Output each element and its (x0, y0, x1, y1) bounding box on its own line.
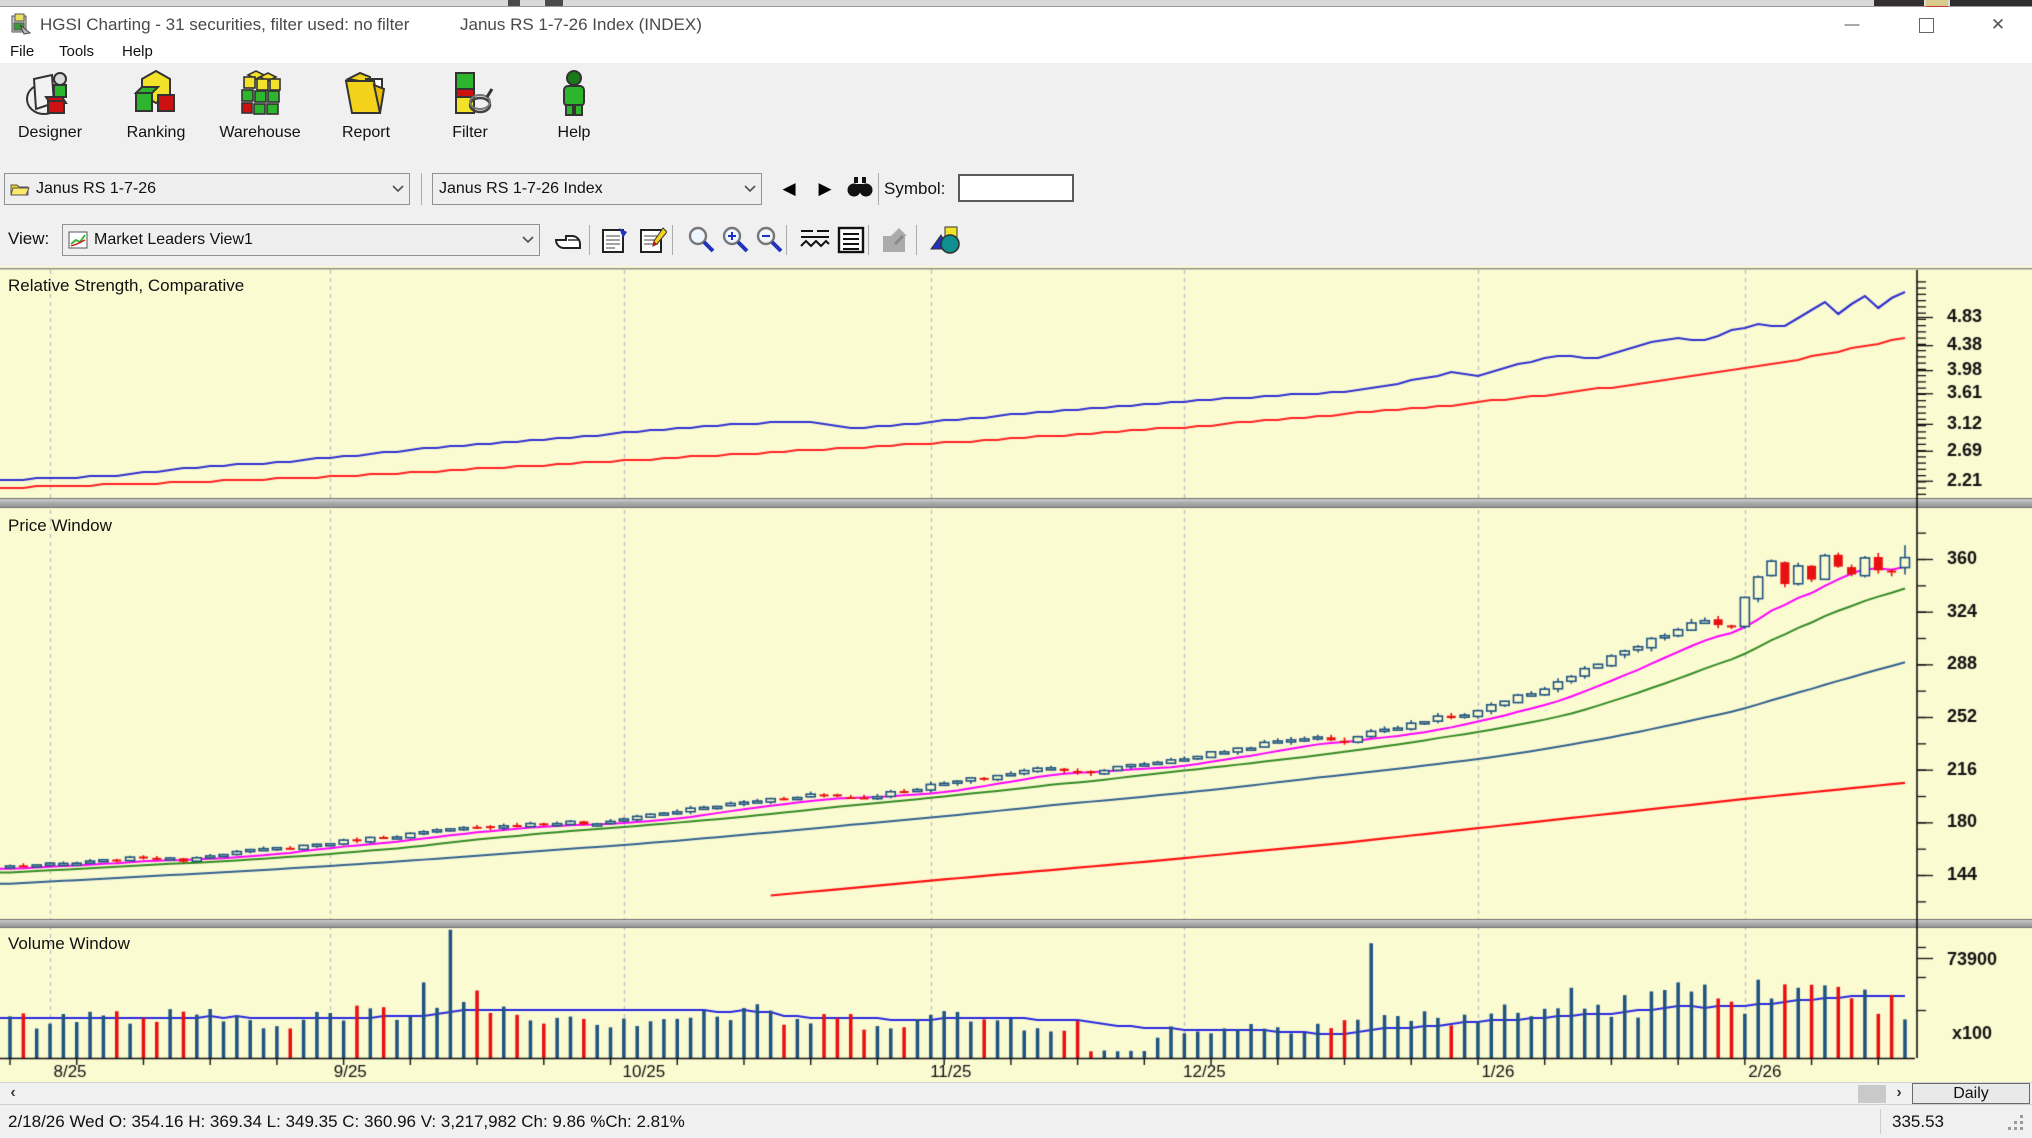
app-title: HGSI Charting - 31 securities, filter us… (40, 15, 410, 34)
ranking-label: Ranking (126, 124, 186, 141)
chart-view-icon (68, 231, 88, 249)
print-chart-button[interactable] (880, 224, 914, 256)
background-fragment (1950, 0, 2032, 6)
background-fragment (508, 0, 520, 6)
shapes-icon (930, 226, 960, 254)
designer-button[interactable]: Designer (2, 69, 98, 161)
menu-help[interactable]: Help (122, 43, 153, 60)
filter-button[interactable]: Filter (422, 69, 518, 161)
symbol-label: Symbol: (884, 179, 946, 198)
filter-label: Filter (452, 124, 488, 141)
divider (421, 173, 422, 205)
divider (1880, 1109, 1881, 1134)
divider (786, 225, 787, 255)
apply-view-button[interactable] (552, 224, 586, 256)
filter-icon (455, 72, 494, 114)
maximize-button[interactable] (1906, 13, 1946, 37)
resize-grip[interactable] (2008, 1115, 2026, 1133)
title-bar: HGSI Charting - 31 securities, filter us… (0, 7, 2032, 40)
drawing-tools-button[interactable] (928, 224, 962, 256)
form-chart-icon (602, 228, 627, 253)
minimize-button[interactable]: — (1844, 16, 1860, 33)
folder-icon (10, 184, 30, 196)
help-icon (563, 70, 585, 116)
print-chart-icon (883, 228, 907, 252)
security-combo[interactable]: Janus RS 1-7-26 Index (432, 173, 762, 205)
ranking-icon (133, 69, 175, 112)
zoom-out-button[interactable] (752, 224, 786, 256)
menu-file[interactable]: File (10, 43, 35, 60)
background-fragment (1874, 0, 1924, 6)
background-window-sliver (0, 0, 2032, 8)
view-toolbar-row: View: Market Leaders View1 (0, 215, 2032, 267)
menu-bar: File Tools Help (0, 40, 2032, 64)
data-table-button[interactable] (834, 224, 868, 256)
scroll-right-arrow[interactable]: › (1896, 1084, 1902, 1101)
designer-icon (26, 72, 68, 115)
chart-attributes-button[interactable] (598, 224, 632, 256)
view-combo[interactable]: Market Leaders View1 (62, 224, 540, 256)
pointing-hand-icon (554, 235, 581, 249)
form-pencil-icon (640, 227, 667, 253)
background-fragment (545, 0, 563, 6)
view-combo-value: Market Leaders View1 (94, 231, 253, 248)
divider (916, 225, 917, 255)
divider (589, 225, 590, 255)
document-title: Janus RS 1-7-26 Index (INDEX) (460, 15, 702, 34)
edit-view-button[interactable] (636, 224, 670, 256)
report-button[interactable]: Report (318, 69, 414, 161)
horizontal-scrollbar: ‹ › Daily (0, 1082, 2032, 1105)
rs-pane-title: Relative Strength, Comparative (8, 276, 245, 295)
designer-label: Designer (17, 124, 83, 141)
symbol-toolbar-row: Janus RS 1-7-26 Janus RS 1-7-26 Index ◀ … (0, 165, 2032, 216)
find-security-button[interactable] (846, 175, 876, 203)
zoom-out-icon (756, 226, 783, 253)
report-label: Report (341, 124, 391, 141)
divider (672, 225, 673, 255)
app-icon (11, 13, 32, 35)
chevron-down-icon (739, 174, 761, 204)
chart-list-value: Janus RS 1-7-26 (36, 180, 157, 197)
chart-plot[interactable] (0, 266, 2032, 1082)
divider (878, 173, 879, 205)
previous-security-button[interactable]: ◀ (782, 179, 796, 198)
period-daily-button[interactable]: Daily (1912, 1083, 2030, 1104)
scroll-left-arrow[interactable]: ‹ (10, 1084, 16, 1101)
chevron-down-icon (517, 225, 539, 255)
ohlc-status-text: 2/18/26 Wed O: 354.16 H: 369.34 L: 349.3… (8, 1112, 685, 1131)
help-toolbar-label: Help (557, 124, 591, 141)
price-pane-title: Price Window (8, 516, 112, 535)
report-icon (344, 71, 386, 114)
main-toolbar: Designer Ranking Warehouse Report (0, 63, 2032, 166)
status-right-value: 335.53 (1892, 1112, 1944, 1131)
status-bar: 2/18/26 Wed O: 354.16 H: 369.34 L: 349.3… (0, 1104, 2032, 1138)
ranking-button[interactable]: Ranking (108, 69, 204, 161)
zoom-in-icon (722, 226, 749, 253)
scroll-thumb[interactable] (1858, 1085, 1886, 1103)
security-combo-value: Janus RS 1-7-26 Index (439, 180, 603, 197)
view-label: View: (8, 229, 50, 248)
indicator-lines-icon (800, 230, 830, 248)
chart-list-combo[interactable]: Janus RS 1-7-26 (4, 173, 410, 205)
warehouse-button[interactable]: Warehouse (212, 69, 308, 161)
chevron-down-icon (387, 174, 409, 204)
indicators-button[interactable] (798, 224, 832, 256)
maximize-icon (1918, 18, 1934, 33)
chart-canvas[interactable]: Relative Strength, Comparative Price Win… (0, 266, 2032, 1082)
close-button[interactable]: ✕ (1990, 15, 2006, 34)
zoom-in-button[interactable] (718, 224, 752, 256)
list-icon (837, 226, 865, 254)
warehouse-icon (241, 70, 281, 115)
zoom-reset-button[interactable] (684, 224, 718, 256)
magnifier-icon (688, 226, 715, 253)
next-security-button[interactable]: ▶ (818, 179, 832, 198)
volume-pane-title: Volume Window (8, 934, 130, 953)
binoculars-icon (847, 177, 873, 197)
help-button[interactable]: Help (526, 69, 622, 161)
divider (868, 225, 869, 255)
warehouse-label: Warehouse (219, 124, 301, 141)
symbol-input[interactable] (958, 174, 1074, 202)
menu-tools[interactable]: Tools (59, 43, 95, 60)
